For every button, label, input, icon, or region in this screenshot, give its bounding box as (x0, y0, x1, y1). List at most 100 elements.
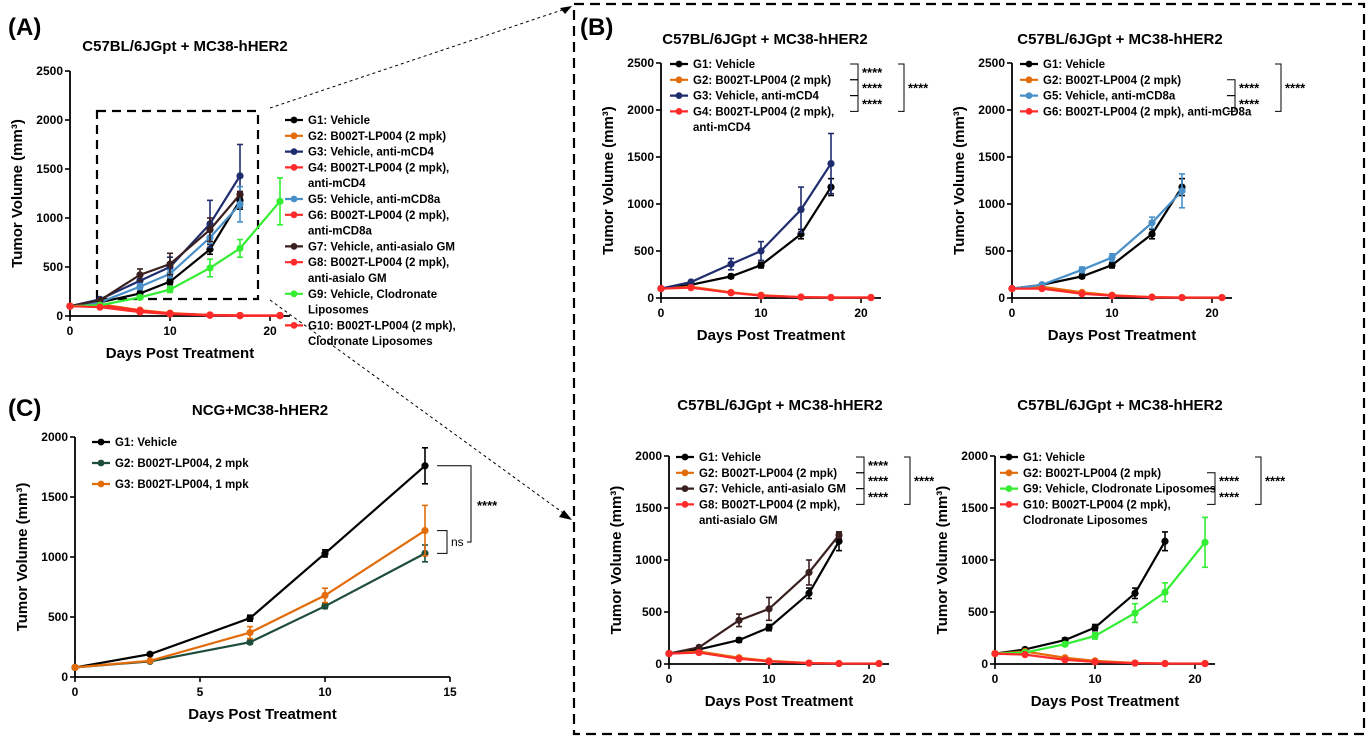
legend: G1: Vehicle G2: B002T-LP004 (2 mpk) G9: Ve… (1000, 452, 1216, 527)
data-point (695, 648, 703, 657)
x-tick-label: 10 (762, 672, 776, 686)
panel-label-c: (C) (8, 395, 41, 422)
data-point (236, 244, 244, 252)
legend-label: G3: B002T-LP004, 1 mpk (115, 479, 249, 491)
data-point (71, 663, 79, 672)
sig-bracket (856, 456, 865, 474)
x-axis-label: Days Post Treatment (705, 693, 853, 710)
significance: ns **** (437, 465, 498, 554)
data-point (735, 616, 743, 624)
series-1 (71, 446, 429, 672)
data-point (991, 650, 999, 658)
sig-label: **** (1239, 81, 1260, 96)
data-point (1201, 659, 1209, 668)
y-tick-label: 2000 (36, 113, 63, 127)
y-tick-label: 2000 (978, 103, 1005, 117)
y-axis-label: Tumor Volume (mm³) (951, 106, 968, 255)
chart-A: C57BL/6JGpt + MC38-hHER2 0 500 1000 1500 2000… (9, 38, 456, 362)
sig-bracket (1227, 95, 1236, 112)
legend-item: G6: B002T-LP004 (2 mpk), anti-mCD8a (1020, 106, 1252, 118)
y-tick-label: 1500 (978, 150, 1005, 164)
series-5 (66, 185, 244, 310)
series-line (69, 203, 241, 308)
y-tick-label: 2000 (961, 449, 988, 463)
sig-bracket (850, 79, 859, 97)
data-point (1161, 537, 1169, 545)
chart-title: C57BL/6JGpt + MC38-hHER2 (677, 397, 882, 414)
x-tick-label: 0 (658, 306, 665, 320)
data-point (835, 537, 843, 545)
data-point (206, 264, 214, 272)
chart-C: NCG+MC38-hHER2 0 500 1000 1500 2000 0 5 10 15 Days… (14, 402, 498, 723)
data-point (276, 312, 284, 320)
legend-item: G9: Vehicle, Clodronate Liposomes (1000, 484, 1216, 496)
data-point (1148, 230, 1156, 238)
data-point (1178, 187, 1186, 195)
data-point (757, 261, 765, 269)
series-line (1011, 186, 1183, 290)
legend-marker (1025, 92, 1033, 99)
y-tick-label: 0 (655, 657, 662, 671)
series-line (668, 534, 840, 655)
data-point (1091, 632, 1099, 640)
legend: G1: Vehicle G2: B002T-LP004 (2 mpk) G5: Ve… (1020, 59, 1252, 118)
legend-label: G9: Vehicle, Clodronate Liposomes (1023, 484, 1216, 496)
y-tick-label: 1000 (978, 197, 1005, 211)
data-point (665, 650, 673, 658)
sig-bracket (1207, 488, 1216, 505)
legend-marker (290, 258, 298, 266)
legend-marker (290, 148, 298, 156)
x-tick-label: 0 (72, 685, 79, 699)
data-point (246, 614, 254, 622)
data-point (827, 293, 835, 302)
legend-item: G7: Vehicle, anti-asialo GM (285, 241, 455, 253)
data-point (276, 197, 284, 205)
y-tick-label: 1500 (627, 150, 654, 164)
x-axis-label: Days Post Treatment (1031, 693, 1179, 710)
data-point (827, 159, 835, 168)
sig-bracket (850, 95, 859, 112)
legend-item: G4: B002T-LP004 (2 mpk), anti-mCD4 (285, 162, 449, 190)
data-point (1061, 656, 1069, 664)
legend-marker (681, 485, 689, 492)
series-9 (66, 177, 284, 310)
data-point (66, 302, 74, 310)
legend-label: G2: B002T-LP004 (2 mpk) (308, 131, 446, 143)
series-4 (991, 650, 1209, 668)
sig-label: **** (1265, 474, 1286, 489)
data-point (1148, 293, 1156, 301)
legend-marker (681, 469, 689, 477)
legend-label: G5: Vehicle, anti-mCD8a (1043, 91, 1176, 103)
legend-label: Clodronate Liposomes (308, 336, 433, 348)
legend-label: G5: Vehicle, anti-mCD8a (308, 194, 441, 206)
data-point (695, 643, 703, 651)
legend-label: G6: B002T-LP004 (2 mpk), anti-mCD8a (1043, 106, 1252, 118)
series-3 (665, 531, 843, 658)
sig-label: **** (1239, 97, 1260, 112)
data-point (657, 285, 665, 293)
y-tick-label: 0 (56, 309, 63, 323)
series-line (994, 540, 1166, 655)
x-tick-label: 20 (1188, 672, 1202, 686)
x-axis-label: Days Post Treatment (697, 327, 845, 344)
legend-item: G8: B002T-LP004 (2 mpk), anti-asialo GM (285, 257, 449, 285)
y-tick-label: 2500 (978, 56, 1005, 70)
sig-label: **** (914, 474, 935, 489)
sig-label: **** (862, 81, 883, 96)
data-point (246, 638, 254, 646)
legend-item: G2: B002T-LP004, 2 mpk (92, 458, 249, 470)
legend-label: G3: Vehicle, anti-mCD4 (308, 147, 435, 159)
data-point (1131, 609, 1139, 617)
legend-marker (1005, 453, 1013, 461)
legend-item: G2: B002T-LP004 (2 mpk) (285, 131, 446, 143)
legend-marker (290, 195, 298, 203)
data-point (687, 278, 695, 286)
x-tick-label: 10 (754, 306, 768, 320)
y-tick-label: 500 (48, 610, 68, 624)
legend-label: G3: Vehicle, anti-mCD4 (693, 91, 820, 103)
series-line (660, 162, 832, 290)
legend-label: G4: B002T-LP004 (2 mpk), (308, 162, 449, 174)
data-point (765, 624, 773, 632)
data-point (727, 272, 735, 280)
legend-item: G1: Vehicle (285, 115, 370, 127)
